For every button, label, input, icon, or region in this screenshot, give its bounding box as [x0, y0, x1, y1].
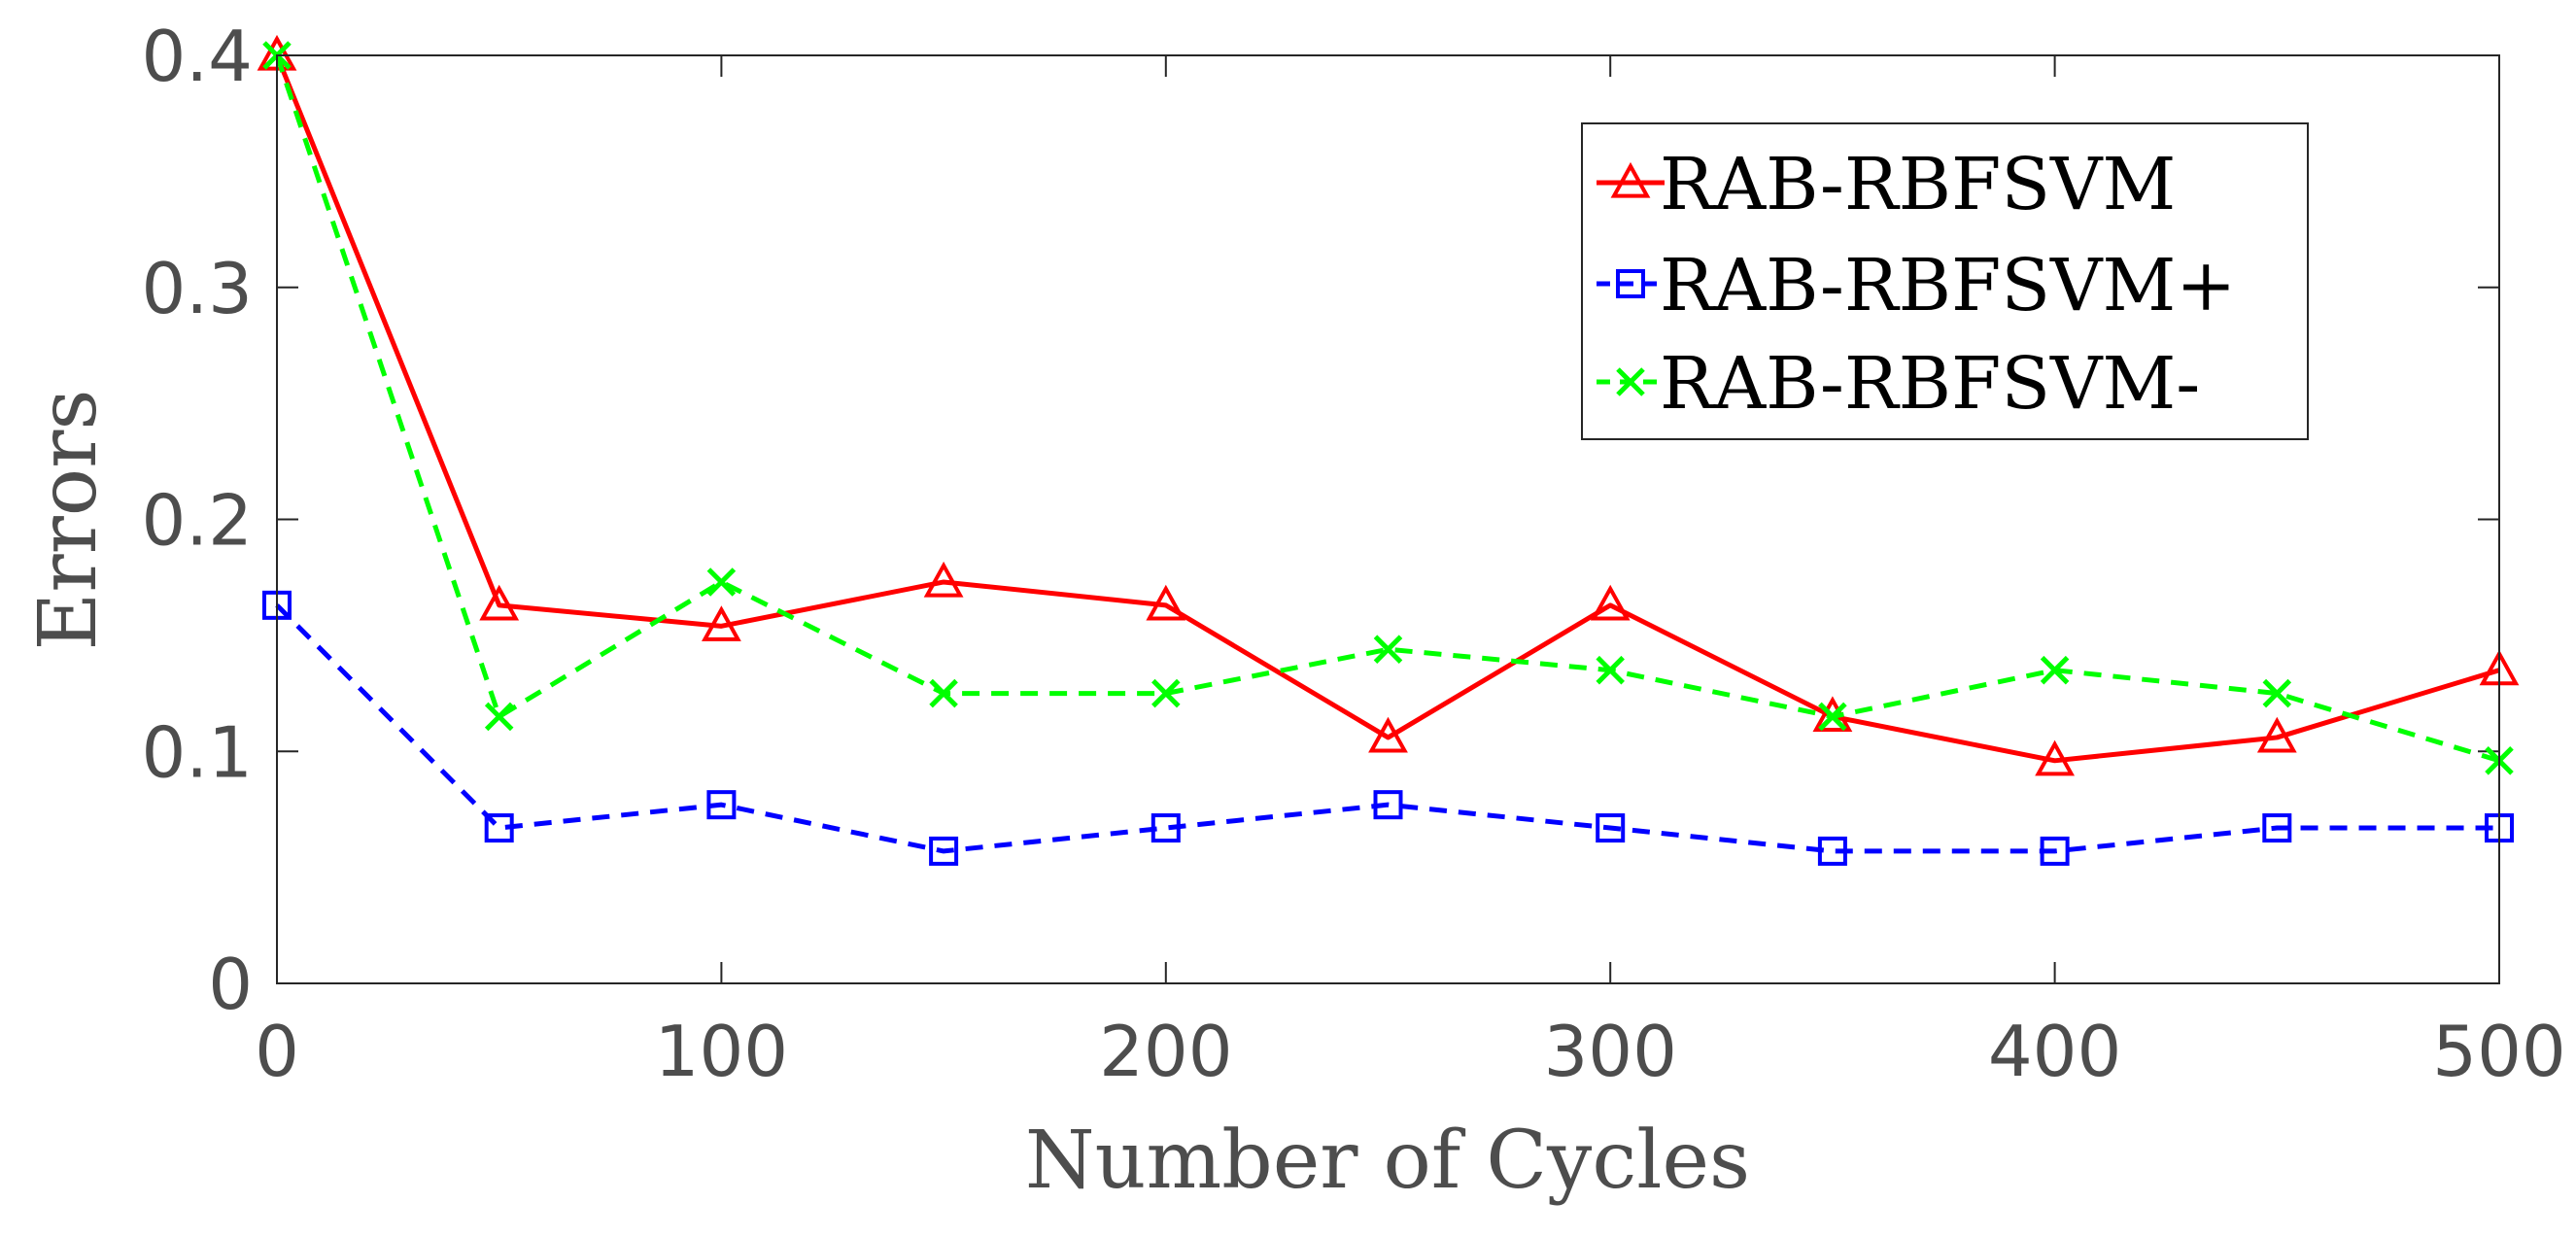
- y-tick-labels: 0 0.1 0.2 0.3 0.4: [141, 16, 253, 1025]
- data-point: [2035, 739, 2075, 776]
- x-tick-label: 200: [1099, 1011, 1232, 1092]
- x-tick-label: 400: [1988, 1011, 2121, 1092]
- legend-item-rab-rbfsvm: RAB-RBFSVM: [1597, 143, 2176, 226]
- y-tick-label: 0.2: [141, 480, 253, 562]
- legend-label: RAB-RBFSVM-: [1660, 342, 2200, 426]
- data-point: [1146, 584, 1186, 621]
- data-point: [1151, 678, 1181, 708]
- data-point: [923, 561, 964, 598]
- legend-label: RAB-RBFSVM+: [1660, 244, 2236, 327]
- data-point: [2262, 678, 2292, 708]
- legend-marker: [1616, 269, 1645, 298]
- data-point: [1596, 655, 1625, 685]
- data-point: [1373, 790, 1403, 820]
- legend-box: [1581, 122, 2309, 440]
- y-tick-label: 0: [208, 944, 253, 1025]
- legend: RAB-RBFSVM RAB-RBFSVM+ RAB-RBFSVM-: [1581, 122, 2309, 440]
- y-tick-label: 0.3: [141, 248, 253, 329]
- legend-items: RAB-RBFSVM RAB-RBFSVM+ RAB-RBFSVM-: [1597, 143, 2236, 426]
- x-tick-label: 100: [655, 1011, 788, 1092]
- data-point: [484, 813, 514, 843]
- data-point: [706, 567, 737, 597]
- plot-frame: [276, 54, 2500, 984]
- data-point: [929, 836, 959, 866]
- data-point: [1151, 813, 1181, 843]
- data-point: [2256, 716, 2297, 753]
- x-tick-label: 500: [2432, 1011, 2565, 1092]
- data-point: [1818, 702, 1847, 732]
- data-point: [1373, 635, 1403, 664]
- x-tick-label: 0: [255, 1011, 299, 1092]
- y-tick-label: 0.4: [141, 16, 253, 97]
- y-axis-title: Errors: [22, 390, 115, 651]
- legend-marker: [1610, 161, 1651, 198]
- legend-marker: [1616, 367, 1645, 396]
- data-point: [2040, 655, 2070, 685]
- series-rab-rbfsvm: [257, 34, 2520, 776]
- legend-item-rab-rbfsvm-plus: RAB-RBFSVM+: [1597, 244, 2236, 327]
- series-line-rab-rbfsvm-plus: [275, 603, 2499, 854]
- data-point: [702, 605, 741, 641]
- data-point: [1590, 584, 1631, 621]
- data-point: [484, 702, 514, 732]
- legend-label: RAB-RBFSVM: [1660, 143, 2176, 226]
- x-tick-label: 300: [1543, 1011, 1676, 1092]
- data-point: [1596, 813, 1626, 843]
- data-point: [706, 790, 737, 820]
- data-point: [2262, 813, 2292, 843]
- data-point: [479, 584, 520, 621]
- y-tick-label: 0.1: [141, 711, 253, 793]
- legend-item-rab-rbfsvm-minus: RAB-RBFSVM-: [1597, 342, 2200, 426]
- x-axis-title: Number of Cycles: [1025, 1115, 1750, 1207]
- data-point: [1368, 716, 1408, 753]
- data-point: [929, 678, 958, 708]
- series-rab-rbfsvm-minus: [262, 41, 2514, 775]
- series-line-rab-rbfsvm: [274, 54, 2500, 764]
- x-tick-labels: 0 100 200 300 400 500: [255, 1011, 2566, 1092]
- data-point: [1817, 836, 1847, 866]
- series-line-rab-rbfsvm-minus: [274, 54, 2500, 764]
- data-point: [2040, 836, 2070, 866]
